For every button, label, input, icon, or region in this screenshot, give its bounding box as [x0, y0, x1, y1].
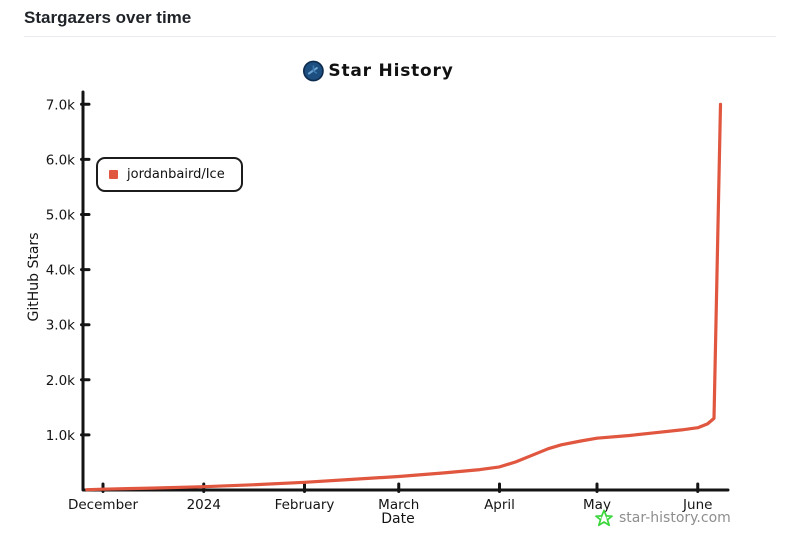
svg-text:April: April	[484, 497, 515, 513]
svg-text:7.0k: 7.0k	[46, 97, 75, 113]
legend-marker	[109, 170, 118, 179]
svg-text:3.0k: 3.0k	[46, 318, 75, 334]
star-doodle-icon	[595, 508, 613, 527]
svg-text:GitHub Stars: GitHub Stars	[26, 233, 42, 322]
svg-text:2024: 2024	[187, 497, 221, 513]
svg-text:6.0k: 6.0k	[46, 152, 75, 168]
watermark-text: star-history.com	[619, 510, 731, 526]
chart-title: Star History	[302, 60, 453, 82]
star-history-chart[interactable]: Star History jordanbaird/Ice December 202…	[0, 50, 800, 558]
watermark: star-history.com	[595, 508, 731, 527]
chart-canvas: December 2024 February March April May June1.0…	[26, 90, 730, 527]
star-history-logo-icon	[302, 60, 324, 82]
svg-text:4.0k: 4.0k	[46, 263, 75, 279]
header-divider	[24, 36, 776, 37]
legend: jordanbaird/Ice	[96, 157, 243, 192]
svg-text:February: February	[275, 497, 335, 513]
page-header: Stargazers over time	[0, 0, 800, 37]
svg-text:1.0k: 1.0k	[46, 428, 75, 444]
svg-text:December: December	[68, 497, 138, 513]
svg-text:June: June	[682, 497, 712, 513]
svg-text:Date: Date	[381, 511, 414, 527]
page-title: Stargazers over time	[24, 8, 192, 27]
legend-label: jordanbaird/Ice	[127, 167, 225, 182]
svg-text:March: March	[378, 497, 419, 513]
svg-text:5.0k: 5.0k	[46, 208, 75, 224]
svg-text:2.0k: 2.0k	[46, 373, 75, 389]
chart-title-text: Star History	[328, 61, 454, 81]
